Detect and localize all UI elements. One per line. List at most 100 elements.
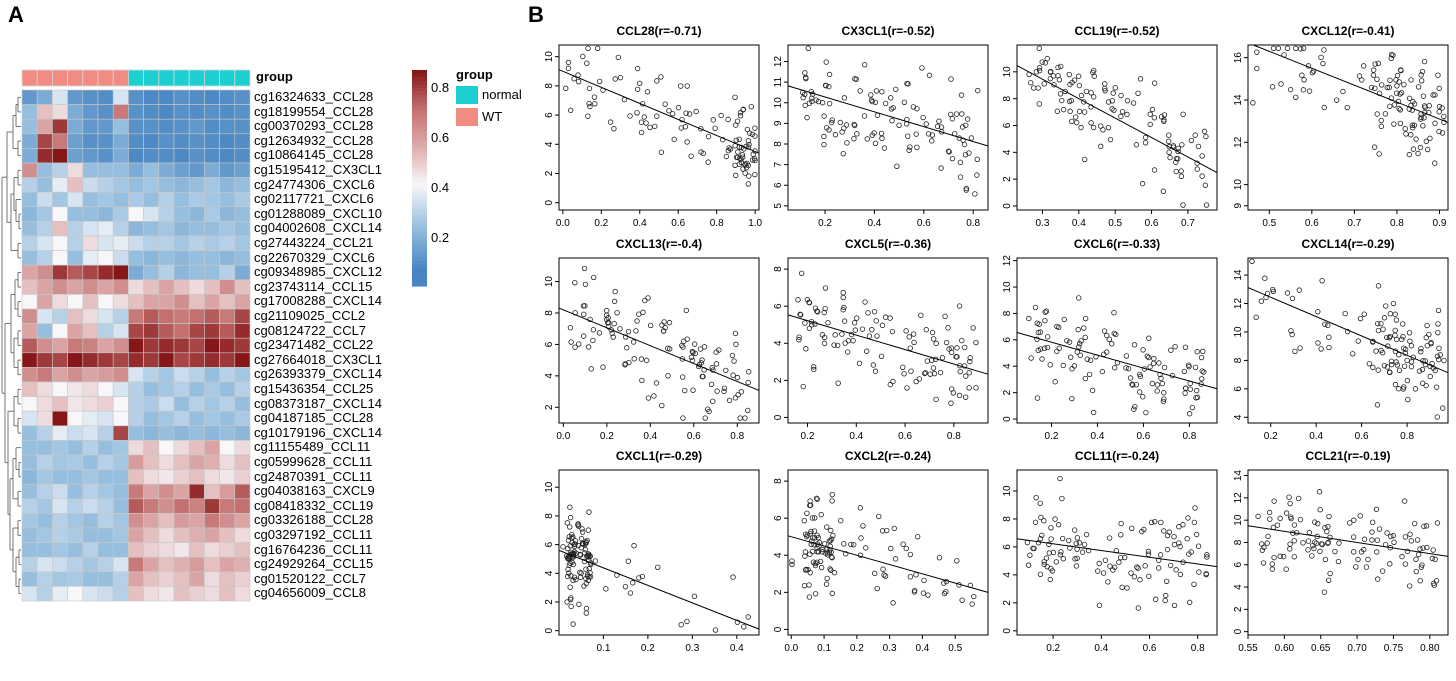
- colorbar-segment: [412, 167, 427, 172]
- scatter-point: [732, 94, 738, 101]
- colorbar-segment: [412, 246, 427, 251]
- scatter-point: [643, 357, 650, 364]
- scatter-point: [1073, 563, 1080, 569]
- scatter-point: [926, 72, 933, 79]
- scatter-point: [1250, 100, 1256, 106]
- y-tick-label: 10: [1002, 281, 1013, 293]
- scatter-point: [1191, 581, 1197, 587]
- colorbar-segment: [412, 156, 427, 161]
- scatter-point: [651, 393, 657, 399]
- scatter-point: [638, 119, 645, 125]
- scatter-point: [568, 339, 574, 345]
- scatter-point: [918, 312, 924, 319]
- scatter-point: [1376, 151, 1382, 157]
- scatter-point: [1415, 150, 1421, 157]
- scatter-point: [1161, 528, 1167, 534]
- scatter-point: [1351, 517, 1357, 523]
- scatter-point: [1159, 380, 1166, 387]
- y-tick-label: 10: [1233, 514, 1244, 526]
- scatter-point: [1147, 111, 1153, 117]
- scatter-point: [824, 575, 830, 582]
- y-tick-label: 6: [773, 182, 784, 188]
- legend-swatch-normal: [456, 86, 478, 104]
- scatter-point: [1324, 322, 1331, 329]
- heatmap-row-label: cg15436354_CCL25: [254, 381, 374, 396]
- scatter-point: [1375, 283, 1382, 289]
- scatter-point: [1305, 538, 1312, 544]
- scatter-point: [1421, 115, 1427, 121]
- scatter-point: [679, 356, 686, 362]
- scatter-point: [675, 104, 682, 111]
- scatter-point: [1397, 120, 1404, 127]
- scatter-point: [1440, 405, 1446, 411]
- scatter-point: [1090, 124, 1097, 131]
- x-tick-label: 0.60: [1275, 643, 1295, 654]
- scatter-frame: [1247, 257, 1449, 424]
- scatter-point: [1260, 560, 1267, 566]
- scatter-point: [596, 330, 603, 336]
- scatter-point: [1166, 149, 1172, 155]
- heatmap-row-label: cg04656009_CCL8: [254, 585, 367, 601]
- scatter-point: [630, 339, 637, 345]
- scatter-point: [945, 148, 952, 154]
- colorbar-segment: [412, 264, 427, 269]
- scatter-point: [1262, 275, 1268, 281]
- scatter-point: [954, 345, 960, 351]
- colorbar-segment: [412, 113, 427, 118]
- scatter-point: [889, 117, 895, 124]
- scatter-point: [1297, 46, 1304, 52]
- scatter-point: [746, 369, 752, 375]
- scatter-point: [1441, 357, 1447, 364]
- scatter-point: [1319, 277, 1325, 284]
- scatter-point: [1062, 88, 1068, 95]
- x-tick-label: 0.8: [966, 218, 980, 229]
- scatter-point: [1398, 90, 1405, 96]
- scatter-point: [809, 98, 815, 105]
- scatter-point: [1301, 77, 1307, 83]
- scatter-point: [1038, 514, 1044, 521]
- scatter-point: [670, 111, 676, 117]
- scatter-point: [679, 342, 685, 349]
- scatter-point: [1131, 342, 1138, 348]
- colorbar-segment: [412, 170, 427, 175]
- scatter-point: [680, 415, 686, 421]
- scatter-frame: [558, 257, 760, 424]
- scatter-point: [1407, 531, 1413, 537]
- scatter-point: [957, 174, 964, 180]
- scatter-point: [801, 582, 808, 589]
- y-tick-label: 4: [544, 570, 555, 576]
- scatter-point: [841, 541, 847, 547]
- x-tick-label: 0.7: [1181, 218, 1195, 229]
- scatter-point: [1360, 63, 1367, 69]
- colorbar-segment: [412, 224, 427, 229]
- scatter-point: [879, 88, 885, 95]
- scatter-point: [1402, 498, 1408, 504]
- scatter-point: [1363, 564, 1370, 570]
- scatter-point: [611, 320, 617, 327]
- scatter-point: [1095, 568, 1101, 574]
- scatter-point: [1372, 61, 1378, 67]
- scatter-point: [1156, 360, 1162, 366]
- scatter-point: [953, 111, 960, 117]
- scatter-point: [802, 70, 808, 76]
- y-tick-label: 12: [1002, 255, 1013, 267]
- scatter-point: [1361, 536, 1368, 542]
- scatter-point: [591, 94, 598, 100]
- scatter-point: [1193, 531, 1200, 538]
- scatter-point: [1426, 331, 1432, 338]
- scatter-point: [1408, 359, 1415, 365]
- scatter-point: [1036, 101, 1042, 107]
- scatter-frame: [787, 469, 989, 636]
- scatter-point: [587, 316, 593, 323]
- x-tick-label: 0.8: [710, 218, 724, 229]
- scatter-point: [1113, 331, 1119, 338]
- heatmap-row-label: cg02117721_CXCL6: [254, 191, 374, 207]
- scatter-point: [933, 340, 939, 347]
- scatter-point: [588, 366, 594, 372]
- scatter-point: [1140, 394, 1146, 400]
- scatter-point: [868, 97, 875, 103]
- scatter-point: [1424, 146, 1431, 153]
- scatter-point: [1064, 337, 1070, 344]
- scatter-point: [1048, 525, 1054, 531]
- scatter-point: [963, 122, 969, 128]
